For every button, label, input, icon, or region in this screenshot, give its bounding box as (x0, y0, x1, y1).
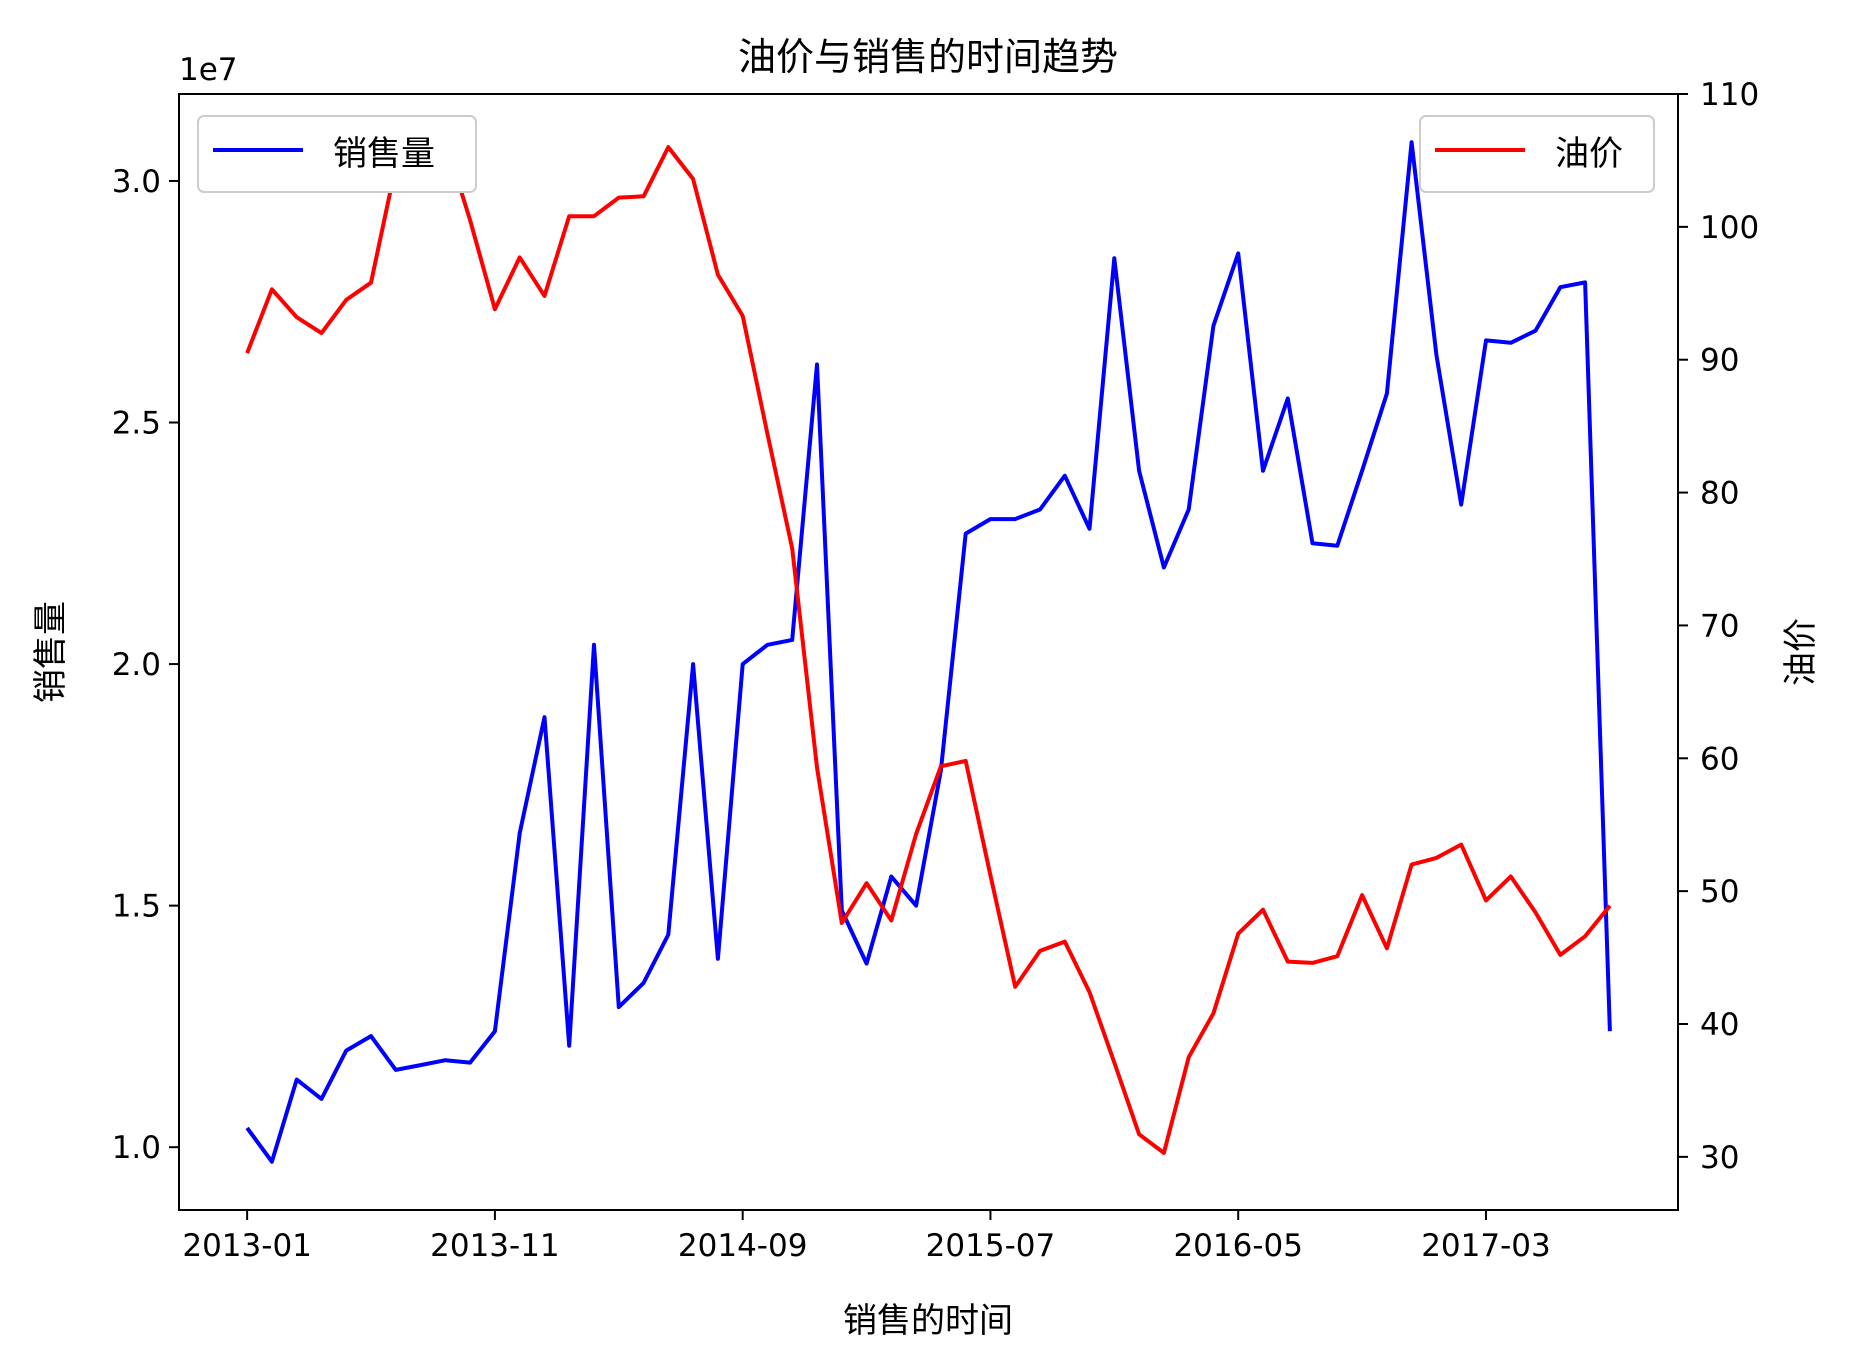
right-y-tick-label: 100 (1700, 210, 1759, 246)
left-y-tick-label: 1.0 (112, 1130, 161, 1166)
plot-frame (178, 93, 1679, 1211)
legend-sales: 销售量 (197, 115, 477, 193)
right-y-tick-label: 40 (1700, 1007, 1739, 1043)
legend-oil: 油价 (1419, 115, 1655, 193)
legend-oil-label: 油价 (1555, 134, 1623, 174)
x-tick-label: 2014-09 (678, 1228, 808, 1264)
chart-title: 油价与销售的时间趋势 (738, 35, 1118, 79)
right-y-tick-label: 110 (1700, 77, 1759, 113)
x-axis-label: 销售的时间 (843, 1301, 1013, 1341)
x-tick-label: 2017-03 (1421, 1228, 1551, 1264)
left-y-axis: 1.0 1.5 2.0 2.5 3.0 (112, 164, 179, 1166)
left-y-tick-label: 2.5 (112, 406, 161, 442)
x-axis: 2013-01 2013-11 2014-09 2015-07 2016-05 2017-… (182, 1210, 1551, 1264)
right-y-axis-label: 油价 (1781, 618, 1821, 686)
right-y-tick-label: 80 (1700, 476, 1739, 512)
right-y-tick-label: 70 (1700, 608, 1739, 644)
right-y-axis: 30 40 50 60 70 80 90 100 110 (1678, 77, 1759, 1176)
x-tick-label: 2015-07 (926, 1228, 1056, 1264)
right-y-tick-label: 60 (1700, 741, 1739, 777)
left-y-tick-label: 3.0 (112, 164, 161, 200)
legend-sales-box (197, 115, 477, 193)
series-line-sales (245, 140, 1612, 1164)
right-y-tick-label: 30 (1700, 1140, 1739, 1176)
x-tick-label: 2016-05 (1173, 1228, 1303, 1264)
x-tick-label: 2013-01 (182, 1228, 312, 1264)
legend-oil-box (1419, 115, 1655, 193)
left-y-tick-label: 1.5 (112, 889, 161, 925)
left-axis-scale-label: 1e7 (179, 52, 238, 88)
right-y-tick-label: 50 (1700, 874, 1739, 910)
left-y-tick-label: 2.0 (112, 647, 161, 683)
left-y-axis-label: 销售量 (31, 601, 71, 703)
series-layer (245, 137, 1612, 1164)
x-tick-label: 2013-11 (430, 1228, 560, 1264)
right-y-tick-label: 90 (1700, 343, 1739, 379)
legend-sales-label: 销售量 (333, 134, 435, 174)
series-line-oil (245, 137, 1612, 1155)
